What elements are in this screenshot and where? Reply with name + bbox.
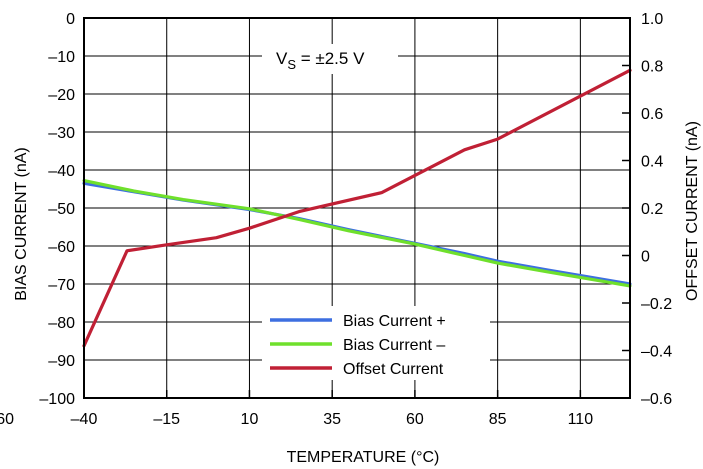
y2-tick-label: 0.4 bbox=[641, 154, 663, 171]
y2-tick-label: –0.2 bbox=[641, 296, 672, 313]
x-axis-title: TEMPERATURE (°C) bbox=[287, 449, 440, 466]
y-tick-label: –80 bbox=[48, 315, 75, 332]
supply-voltage-annotation: VS = ±2.5 V bbox=[262, 44, 398, 74]
legend-label: Offset Current bbox=[343, 361, 444, 378]
axis-ticks: –40 –15 10 35 60 85 110 0 –10 –20 –30 –40 –50 –60 –70 –… bbox=[39, 11, 672, 428]
y-tick-label: –10 bbox=[48, 49, 75, 66]
y2-tick-label: 0.2 bbox=[641, 201, 663, 218]
x-tick-label: –40 bbox=[71, 411, 98, 428]
legend-label: Bias Current – bbox=[343, 337, 445, 354]
y2-axis-title: OFFSET CURRENT (nA) bbox=[684, 121, 701, 301]
legend-label: Bias Current + bbox=[343, 313, 446, 330]
y2-tick-label: –0.4 bbox=[641, 344, 672, 361]
x-tick-label: 85 bbox=[489, 411, 507, 428]
y-tick-label: –40 bbox=[48, 163, 75, 180]
y-tick-label: –70 bbox=[48, 277, 75, 294]
y-tick-label: –100 bbox=[39, 391, 75, 408]
y2-tick-label: 0.6 bbox=[641, 106, 663, 123]
series-line-2 bbox=[82, 68, 632, 348]
y-tick-label: –60 bbox=[48, 239, 75, 256]
y2-tick-label: 1.0 bbox=[641, 11, 663, 28]
x-tick-label: 110 bbox=[568, 411, 594, 428]
annotation-text: VS = ±2.5 V bbox=[276, 49, 365, 72]
legend: Bias Current + Bias Current – Offset Curre… bbox=[262, 306, 490, 380]
clipped-x-tick-label: 60 bbox=[0, 411, 14, 428]
y-axis-title: BIAS CURRENT (nA) bbox=[13, 147, 30, 301]
series-line-1 bbox=[82, 179, 632, 288]
y-tick-label: –90 bbox=[48, 353, 75, 370]
y-tick-label: –20 bbox=[48, 87, 75, 104]
y-tick-label: –30 bbox=[48, 125, 75, 142]
annotation-background bbox=[262, 44, 398, 74]
y2-tick-label: 0.8 bbox=[641, 59, 663, 76]
x-tick-label: 60 bbox=[406, 411, 424, 428]
series-lines bbox=[82, 68, 632, 348]
y-tick-label: –50 bbox=[48, 201, 75, 218]
y2-tick-label: 0 bbox=[641, 249, 650, 266]
y2-tick-label: –0.6 bbox=[641, 391, 672, 408]
y-tick-label: 0 bbox=[66, 11, 75, 28]
x-tick-label: 10 bbox=[241, 411, 259, 428]
x-tick-label: –15 bbox=[153, 411, 180, 428]
x-tick-label: 35 bbox=[323, 411, 341, 428]
